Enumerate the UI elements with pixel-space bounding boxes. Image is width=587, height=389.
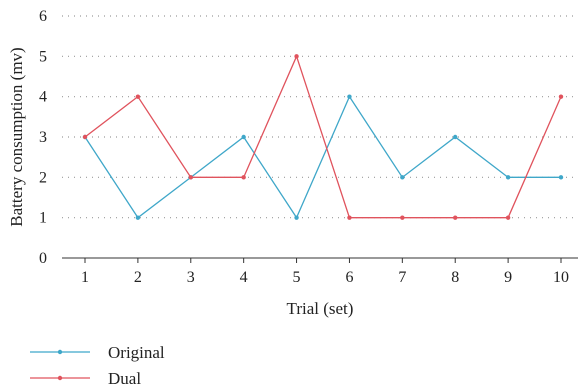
x-tick-label-2: 2 <box>134 269 142 286</box>
data-point-dual-4 <box>241 175 246 180</box>
x-tick-label-1: 1 <box>81 269 89 286</box>
y-tick-label-6: 6 <box>39 8 47 25</box>
x-tick-label-5: 5 <box>293 269 301 286</box>
data-point-dual-2 <box>135 94 141 99</box>
series-line-original <box>84 95 561 220</box>
y-tick-label-0: 0 <box>39 250 47 267</box>
data-point-original-4 <box>241 134 246 140</box>
legend-marker-dual <box>57 375 63 381</box>
data-point-original-6 <box>347 94 352 99</box>
legend-label-dual: Dual <box>108 369 141 388</box>
y-tick-label-5: 5 <box>39 48 47 65</box>
legend-label-original: Original <box>108 343 165 362</box>
data-point-dual-5 <box>294 54 299 59</box>
data-point-dual-7 <box>400 215 405 220</box>
x-tick-label-10: 10 <box>553 269 569 286</box>
series-original <box>82 94 564 220</box>
data-point-original-9 <box>505 175 511 180</box>
x-tick-label-9: 9 <box>504 269 512 286</box>
series-group <box>82 54 564 220</box>
y-axis-title: Battery consumption (mv) <box>7 47 26 226</box>
legend-item-dual: Dual <box>30 369 141 388</box>
y-tick-label-4: 4 <box>39 89 47 106</box>
data-point-dual-8 <box>453 215 458 220</box>
data-point-original-5 <box>294 215 299 220</box>
legend-item-original: Original <box>30 343 165 362</box>
x-tick-label-8: 8 <box>451 269 459 286</box>
y-tick-label-1: 1 <box>39 210 47 227</box>
data-point-dual-6 <box>347 215 352 220</box>
x-tick-label-3: 3 <box>187 269 195 286</box>
x-axis-title: Trial (set) <box>287 299 354 318</box>
y-tick-labels: 0 1 2 3 4 5 6 <box>39 8 47 267</box>
data-point-original-7 <box>400 175 405 180</box>
series-line-dual <box>84 54 562 219</box>
data-point-dual-3 <box>188 175 193 180</box>
data-point-original-2 <box>135 215 141 220</box>
x-tick-labels: 1 2 3 4 5 6 7 8 9 10 <box>81 269 569 286</box>
axes <box>62 257 578 263</box>
x-tick-label-6: 6 <box>345 269 353 286</box>
y-tick-label-3: 3 <box>39 129 47 146</box>
x-tick-label-7: 7 <box>398 269 406 286</box>
data-point-dual-10 <box>558 94 564 99</box>
legend: Original Dual <box>30 343 165 388</box>
legend-marker-original <box>57 349 63 355</box>
data-point-original-8 <box>453 134 458 140</box>
x-tick-label-4: 4 <box>240 269 248 286</box>
data-point-dual-9 <box>505 215 511 220</box>
series-dual <box>82 54 564 220</box>
data-point-dual-1 <box>82 134 88 140</box>
grid-lines <box>62 15 578 219</box>
y-tick-label-2: 2 <box>39 169 47 186</box>
data-point-original-10 <box>558 175 564 180</box>
